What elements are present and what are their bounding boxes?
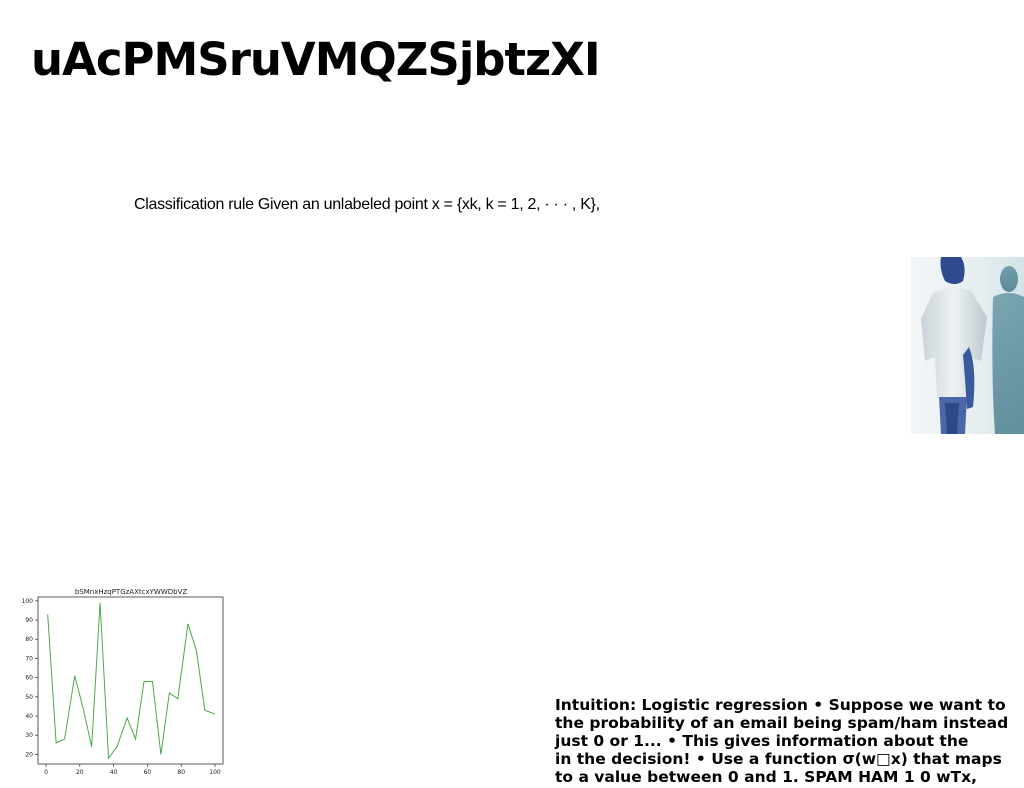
- y-tick-label: 20: [25, 751, 33, 758]
- x-tick-label: 100: [209, 769, 221, 776]
- y-tick-label: 70: [25, 655, 33, 662]
- chart-title: bSMnxHzqPTGzAXtcxYWWDbVZ: [75, 588, 188, 596]
- person-in-white-shirt-photo-icon: [911, 257, 1024, 434]
- x-tick-label: 80: [177, 769, 185, 776]
- intuition-text-block: Intuition: Logistic regression • Suppose…: [555, 696, 1024, 786]
- y-tick-label: 80: [25, 636, 33, 643]
- x-tick-label: 40: [110, 769, 118, 776]
- intuition-line: the probability of an email being spam/h…: [555, 714, 1009, 732]
- line-chart-svg: bSMnxHzqPTGzAXtcxYWWDbVZ 20 30 40 50 60 70 80 9…: [22, 588, 224, 776]
- x-axis: 0 20 40 60 80 100: [44, 764, 221, 776]
- intuition-line: to a value between 0 and 1. SPAM HAM 1 0…: [555, 768, 978, 786]
- y-tick-label: 60: [25, 675, 33, 682]
- person-photo: [911, 257, 1024, 434]
- y-tick-label: 100: [22, 598, 34, 605]
- plot-area: [37, 596, 224, 765]
- intuition-line: in the decision! • Use a function σ(w□x)…: [555, 750, 1002, 768]
- x-tick-label: 0: [44, 769, 48, 776]
- y-tick-label: 30: [25, 732, 33, 739]
- x-tick-label: 60: [144, 769, 152, 776]
- x-tick-label: 20: [76, 769, 84, 776]
- y-axis: 20 30 40 50 60 70 80 90 100: [22, 598, 38, 758]
- line-chart: bSMnxHzqPTGzAXtcxYWWDbVZ 20 30 40 50 60 70 80 9…: [8, 584, 228, 780]
- y-tick-label: 50: [25, 694, 33, 701]
- intuition-line: Intuition: Logistic regression • Suppose…: [555, 696, 1006, 714]
- y-tick-label: 90: [25, 617, 33, 624]
- series-group: [47, 602, 216, 760]
- classification-rule-text: Classification rule Given an unlabeled p…: [134, 196, 600, 213]
- intuition-line: just 0 or 1... • This gives information …: [555, 732, 969, 750]
- slide-title: uAcPMSruVMQZSjbtzXI: [31, 33, 601, 86]
- y-tick-label: 40: [25, 713, 33, 720]
- series-line: [47, 602, 216, 760]
